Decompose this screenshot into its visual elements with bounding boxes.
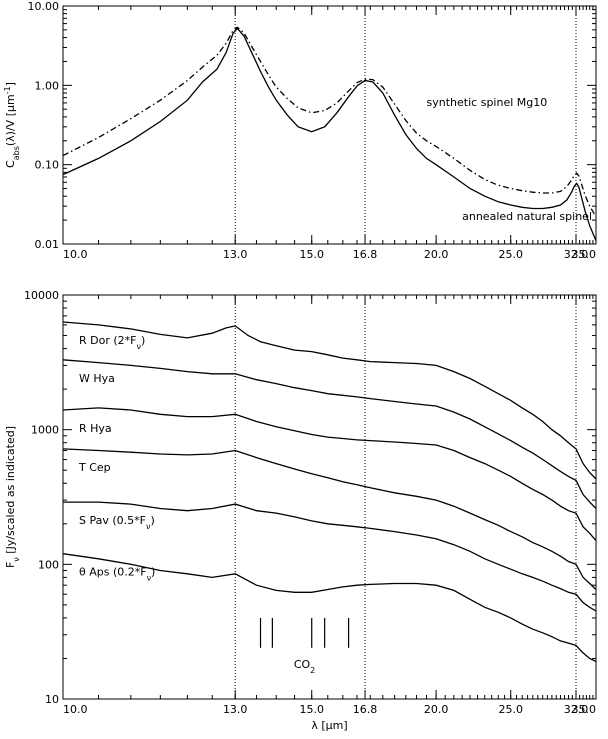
series-label: θ Aps (0.2*Fν) <box>79 566 155 583</box>
y-tick-label: 10.00 <box>28 0 60 13</box>
x-tick-label: 20.0 <box>424 703 449 716</box>
y-tick-label: 0.10 <box>35 159 60 172</box>
series-label: R Dor (2*Fν) <box>79 334 145 351</box>
x-tick-label: 32.0 <box>564 248 589 261</box>
annotation: synthetic spinel Mg10 <box>427 96 548 109</box>
bottom-panel-spectra: 10000 1000 100 10 10.0 13.0 15.0 16.8 20.0 25.0 32… <box>4 289 597 732</box>
series-line-5 <box>62 553 597 663</box>
co2-label: CO2 <box>294 658 315 675</box>
x-tick-label: 10.0 <box>63 703 88 716</box>
y-tick-label: 10 <box>45 693 59 706</box>
series-label: W Hya <box>79 372 115 385</box>
series-label: S Pav (0.5*Fν) <box>79 514 155 531</box>
x-tick-label: 16.8 <box>353 703 378 716</box>
series-label: R Hya <box>79 422 112 435</box>
plot-frame <box>62 5 597 245</box>
y-axis-title: Fν [Jy/scaled as indicated] <box>4 426 21 568</box>
x-tick-label: 25.0 <box>498 703 523 716</box>
x-tick-label: 16.8 <box>353 248 378 261</box>
series-line-0 <box>62 321 597 480</box>
x-tick-label: 35.0 <box>572 248 597 261</box>
y-tick-label: 10000 <box>24 289 59 302</box>
y-tick-label: 0.01 <box>35 238 60 251</box>
series-line-3 <box>62 448 597 590</box>
y-axis-title: Cabs(λ)/V [μm-1] <box>3 82 21 168</box>
series-line-0 <box>62 27 597 241</box>
series-line-1 <box>62 26 597 218</box>
x-axis-title: λ [μm] <box>311 719 347 732</box>
x-tick-label: 15.0 <box>299 703 324 716</box>
x-tick-label: 13.0 <box>223 703 248 716</box>
series-line-4 <box>63 501 597 612</box>
series-line-2 <box>62 407 597 542</box>
annotation: annealed natural spinel <box>462 210 592 223</box>
x-tick-label: 15.0 <box>299 248 324 261</box>
plot-frame <box>62 294 597 700</box>
x-tick-label: 13.0 <box>223 248 248 261</box>
series-label: T Cep <box>78 461 111 474</box>
series-line-1 <box>62 359 597 509</box>
y-tick-label: 100 <box>38 558 59 571</box>
x-tick-label: 10.0 <box>63 248 88 261</box>
y-tick-label: 1000 <box>31 424 59 437</box>
y-tick-label: 1.00 <box>35 79 60 92</box>
x-tick-label: 25.0 <box>498 248 523 261</box>
x-tick-label: 35.0 <box>572 703 597 716</box>
x-tick-label: 20.0 <box>424 248 449 261</box>
x-tick-label: 32.0 <box>564 703 589 716</box>
